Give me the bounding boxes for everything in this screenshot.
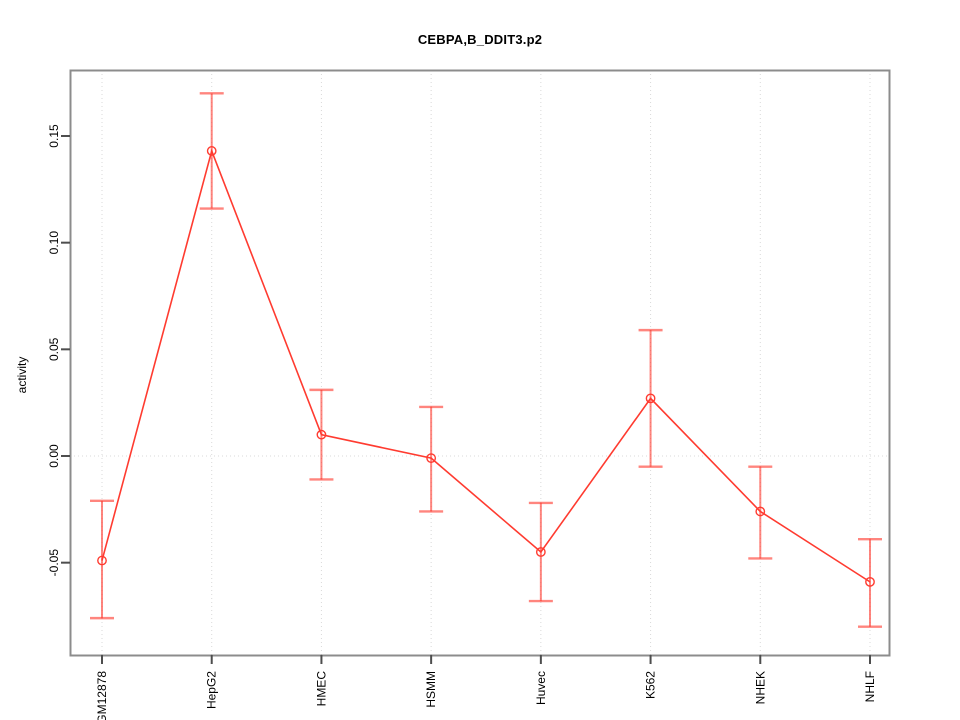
x-tick-label: K562	[644, 671, 658, 699]
x-tick-label: Huvec	[534, 671, 548, 705]
series-line	[101, 148, 871, 583]
y-tick-label: 0.00	[47, 444, 61, 468]
error-bars	[90, 92, 882, 628]
data-point-HMEC	[316, 429, 327, 440]
chart-title: CEBPA,B_DDIT3.p2	[417, 32, 543, 47]
y-axis-ticks	[61, 135, 70, 564]
x-tick-label: HSMM	[424, 671, 438, 708]
y-tick-label: 0.10	[47, 231, 61, 255]
x-axis-tick-labels: GM12878 HepG2 HMEC HSMM Huvec K562 NHEK NHLF	[95, 671, 877, 720]
y-tick-label: -0.05	[47, 549, 61, 577]
x-tick-label: HMEC	[314, 671, 328, 707]
plot-box	[69, 69, 891, 657]
x-tick-label: GM12878	[95, 671, 109, 720]
data-point-K562	[645, 393, 656, 404]
data-point-HepG2	[206, 146, 217, 156]
x-tick-label: HepG2	[205, 671, 219, 709]
data-point-markers	[97, 146, 875, 587]
x-tick-label: NHLF	[863, 671, 877, 702]
x-axis-ticks	[101, 655, 871, 664]
data-point-NHLF	[865, 576, 875, 587]
data-point-HSMM	[426, 453, 437, 464]
data-point-NHEK	[755, 506, 766, 517]
y-tick-label: 0.05	[47, 337, 61, 361]
y-axis-tick-labels: -0.05 0.00 0.05 0.10 0.15	[47, 124, 61, 576]
y-axis-title: activity	[15, 357, 29, 394]
activity-series-line	[101, 148, 871, 583]
x-tick-label: NHEK	[753, 671, 767, 704]
vertical-gridlines	[101, 70, 871, 655]
y-tick-label: 0.15	[47, 124, 61, 148]
data-point-GM12878	[97, 555, 107, 566]
data-point-Huvec	[535, 547, 546, 557]
